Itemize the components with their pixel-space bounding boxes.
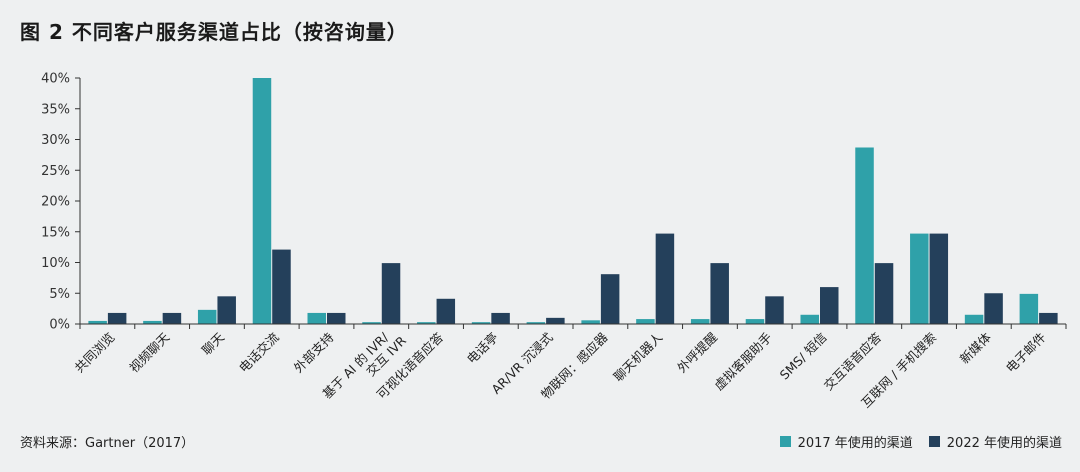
x-tick-label: 基于 AI 的 IVR/交互 IVR <box>319 322 409 412</box>
bar-2017 <box>417 322 436 324</box>
chart-title: 图 2 不同客户服务渠道占比（按咨询量） <box>20 20 408 44</box>
bar-2017 <box>471 322 491 324</box>
bar-2022 <box>107 312 127 324</box>
bar-2022 <box>929 233 949 324</box>
bar-2017 <box>910 233 929 324</box>
x-tick-label: 电话交流 <box>236 329 282 375</box>
bar-2022 <box>820 287 839 324</box>
bar-2022 <box>600 274 620 324</box>
bar-chart: 0% 5% 10% 15% 20% 25% 30% 35% 40% 共同浏览 视频聊天 聊天 电话交流… <box>41 72 1067 412</box>
x-tick-label: 共同浏览 <box>72 330 118 376</box>
bar-2017 <box>1019 293 1039 324</box>
bar-2022 <box>162 312 182 324</box>
bar-2022 <box>327 312 346 324</box>
y-tick-label: 10% <box>41 256 70 271</box>
bar-2022 <box>217 296 236 324</box>
x-tick-label: 聊天机器人 <box>610 329 665 384</box>
y-tick-label: 30% <box>41 133 70 148</box>
x-tick-label: SMS/ 短信 <box>777 330 830 383</box>
bars <box>88 78 1058 324</box>
x-tick-label: 电子邮件 <box>1003 330 1049 376</box>
legend-label-2022: 2022 年使用的渠道 <box>946 436 1062 451</box>
bar-2022 <box>381 263 401 324</box>
legend-item-2017: 2017 年使用的渠道 <box>779 432 913 451</box>
bar-2022 <box>984 293 1003 324</box>
y-tick-label: 40% <box>41 72 70 87</box>
bar-2022 <box>1039 312 1058 324</box>
y-axis: 0% 5% 10% 15% 20% 25% 30% 35% 40% <box>41 72 81 333</box>
legend-swatch-2022 <box>928 436 940 447</box>
bar-2022 <box>491 312 510 324</box>
bar-2022 <box>874 263 894 324</box>
x-tick-label: 外呼提醒 <box>674 329 720 375</box>
bar-2022 <box>436 298 456 324</box>
bar-2022 <box>655 233 675 324</box>
source-note: 资料来源：Gartner（2017） <box>20 436 195 451</box>
x-tick-label: 虚拟客服助手 <box>711 330 775 394</box>
x-tick-label: 新媒体 <box>957 329 994 366</box>
bar-2017 <box>964 314 984 324</box>
bar-2017 <box>307 312 326 324</box>
bar-2017 <box>800 314 819 324</box>
legend-swatch-2017 <box>779 436 791 447</box>
x-tick-label: 视频聊天 <box>126 329 172 375</box>
bar-2022 <box>765 296 784 324</box>
y-tick-label: 0% <box>49 318 70 333</box>
y-tick-label: 15% <box>41 225 70 240</box>
y-tick-label: 20% <box>41 195 70 210</box>
bar-2017 <box>636 319 655 324</box>
bar-2017 <box>362 322 381 324</box>
bar-2022 <box>710 263 729 324</box>
bar-2017 <box>526 322 546 324</box>
bar-2017 <box>143 320 162 324</box>
bar-2017 <box>197 309 217 324</box>
bar-2017 <box>88 320 107 324</box>
legend: 2017 年使用的渠道 2022 年使用的渠道 <box>764 432 1062 451</box>
x-tick-label: 聊天 <box>199 329 228 358</box>
x-tick-label: 外部支持 <box>291 330 337 376</box>
legend-item-2022: 2022 年使用的渠道 <box>928 432 1062 451</box>
y-tick-label: 35% <box>41 102 70 117</box>
bar-2022 <box>546 317 565 324</box>
bar-2022 <box>272 249 291 324</box>
bar-2017 <box>690 319 710 324</box>
bar-2017 <box>581 320 600 324</box>
bar-2017 <box>745 319 765 324</box>
x-tick-label: 电话亭 <box>464 330 501 367</box>
bar-2017 <box>855 147 874 324</box>
legend-label-2017: 2017 年使用的渠道 <box>797 436 913 451</box>
bar-2017 <box>252 78 272 324</box>
y-tick-label: 25% <box>41 164 70 179</box>
y-tick-label: 5% <box>49 287 70 302</box>
